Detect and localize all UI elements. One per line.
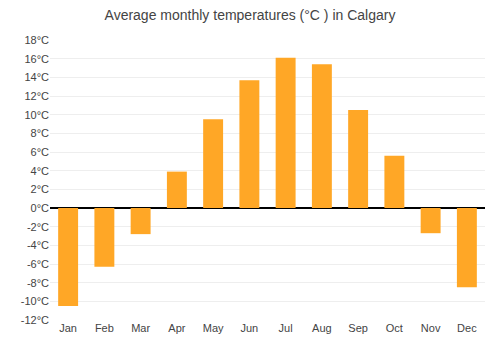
svg-text:14°C: 14°C xyxy=(24,71,49,83)
svg-text:Feb: Feb xyxy=(95,322,114,334)
svg-text:-8°C: -8°C xyxy=(27,277,49,289)
svg-text:4°C: 4°C xyxy=(31,165,50,177)
svg-text:-12°C: -12°C xyxy=(21,314,49,326)
svg-text:Jul: Jul xyxy=(279,322,293,334)
svg-text:Nov: Nov xyxy=(421,322,441,334)
svg-text:May: May xyxy=(203,322,224,334)
svg-text:16°C: 16°C xyxy=(24,53,49,65)
svg-text:0°C: 0°C xyxy=(31,202,50,214)
svg-text:-10°C: -10°C xyxy=(21,295,49,307)
svg-text:Dec: Dec xyxy=(457,322,477,334)
svg-text:Mar: Mar xyxy=(131,322,150,334)
svg-text:2°C: 2°C xyxy=(31,183,50,195)
svg-text:Jun: Jun xyxy=(241,322,259,334)
svg-text:12°C: 12°C xyxy=(24,90,49,102)
svg-text:Jan: Jan xyxy=(59,322,77,334)
svg-text:Sep: Sep xyxy=(348,322,368,334)
svg-text:-4°C: -4°C xyxy=(27,239,49,251)
svg-text:6°C: 6°C xyxy=(31,146,50,158)
svg-text:Oct: Oct xyxy=(386,322,403,334)
svg-text:-2°C: -2°C xyxy=(27,221,49,233)
svg-text:Average monthly temperatures (: Average monthly temperatures (°C ) in Ca… xyxy=(105,7,396,23)
svg-text:10°C: 10°C xyxy=(24,109,49,121)
svg-text:-6°C: -6°C xyxy=(27,258,49,270)
svg-text:18°C: 18°C xyxy=(24,34,49,46)
svg-text:Apr: Apr xyxy=(168,322,185,334)
svg-text:Aug: Aug xyxy=(312,322,332,334)
svg-text:8°C: 8°C xyxy=(31,127,50,139)
